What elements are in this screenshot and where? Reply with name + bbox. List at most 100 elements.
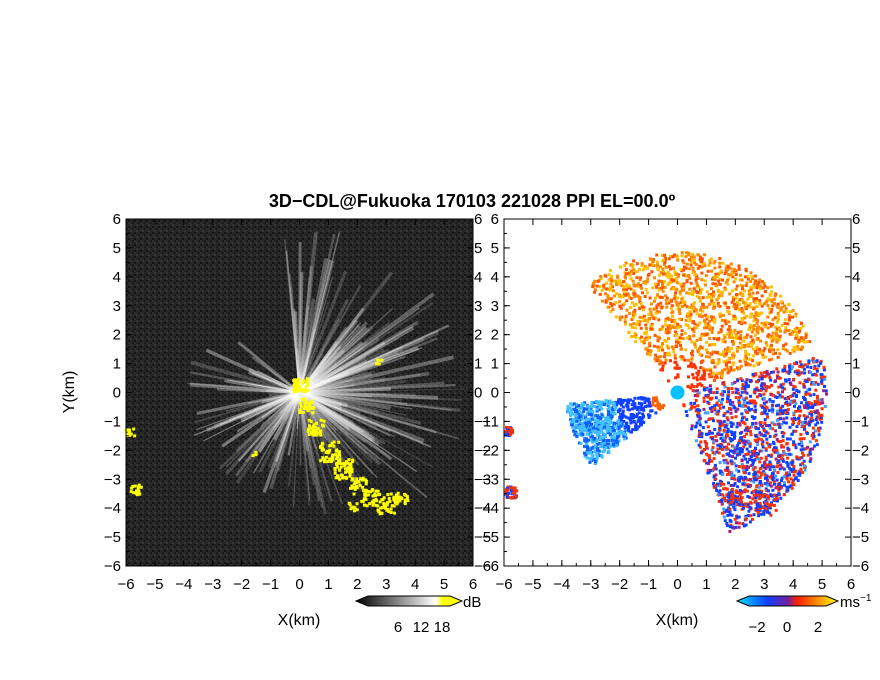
- velocity-cell: [595, 450, 599, 454]
- velocity-cell: [756, 325, 760, 329]
- velocity-cell: [752, 364, 756, 368]
- velocity-cell: [748, 520, 752, 524]
- velocity-cell: [666, 346, 670, 350]
- velocity-cell: [747, 450, 751, 454]
- velocity-cell: [809, 410, 813, 414]
- velocity-cell: [710, 330, 714, 334]
- velocity-cell: [754, 499, 758, 503]
- velocity-cell: [746, 385, 750, 389]
- velocity-cell: [746, 485, 750, 488]
- velocity-cell: [758, 375, 762, 379]
- velocity-cell: [661, 406, 665, 410]
- velocity-cell: [730, 433, 734, 437]
- velocity-cell: [710, 302, 714, 306]
- velocity-cell: [807, 360, 811, 364]
- velocity-cell: [627, 330, 631, 334]
- echo-ray: [299, 391, 390, 437]
- strong-echo-cell: [296, 379, 300, 383]
- velocity-cell: [658, 295, 662, 299]
- velocity-cell: [769, 494, 773, 498]
- y-tick-label: 3: [113, 298, 121, 315]
- velocity-cell: [730, 271, 734, 275]
- velocity-cell: [623, 426, 627, 430]
- velocity-cell: [611, 426, 615, 430]
- velocity-cell: [818, 398, 822, 402]
- velocity-cell: [675, 281, 679, 285]
- velocity-cell: [760, 304, 764, 308]
- velocity-cell: [776, 391, 780, 395]
- velocity-cell: [747, 426, 751, 430]
- velocity-cell: [706, 322, 710, 326]
- velocity-cell: [596, 446, 600, 450]
- echo-ray: [299, 355, 455, 395]
- velocity-cell: [791, 387, 795, 391]
- velocity-cell: [676, 341, 680, 345]
- velocity-cell: [648, 263, 652, 267]
- velocity-cell: [763, 421, 767, 425]
- velocity-cell: [634, 284, 638, 287]
- velocity-cell: [600, 400, 604, 404]
- x-tick-label: 3: [382, 576, 390, 593]
- velocity-cell: [741, 464, 745, 468]
- strong-echo-cell: [368, 502, 372, 506]
- velocity-cell: [746, 483, 750, 487]
- velocity-cell: [739, 364, 743, 368]
- velocity-cell: [744, 314, 748, 318]
- velocity-cell: [622, 424, 626, 428]
- velocity-cell: [752, 399, 756, 403]
- velocity-cell: [800, 456, 804, 460]
- velocity-cell: [621, 405, 625, 409]
- strong-echo-cell: [358, 483, 362, 487]
- velocity-cell: [634, 405, 638, 409]
- velocity-cell: [669, 359, 672, 363]
- velocity-cell: [780, 466, 784, 470]
- velocity-cell: [661, 367, 664, 371]
- velocity-cell: [702, 396, 706, 400]
- velocity-cell: [756, 395, 759, 399]
- velocity-cell: [647, 397, 651, 401]
- velocity-cell: [725, 365, 729, 369]
- strong-echo-cell: [332, 440, 336, 444]
- velocity-cell: [607, 402, 611, 406]
- velocity-cell: [617, 295, 621, 298]
- echo-ray: [299, 371, 430, 395]
- velocity-cell: [725, 400, 729, 404]
- velocity-cell: [614, 442, 617, 446]
- velocity-cell: [573, 433, 577, 437]
- velocity-cell: [622, 285, 626, 289]
- velocity-cell: [596, 279, 600, 283]
- velocity-cell: [752, 374, 756, 378]
- velocity-cell: [728, 507, 732, 511]
- velocity-cell: [683, 265, 686, 269]
- velocity-cell: [631, 325, 635, 329]
- strong-echo-cell: [351, 460, 355, 464]
- velocity-cell: [784, 348, 788, 352]
- velocity-cell: [760, 311, 764, 315]
- velocity-cell: [638, 268, 641, 272]
- velocity-cell: [596, 416, 600, 419]
- velocity-cell: [718, 469, 722, 473]
- velocity-cell: [782, 493, 786, 497]
- velocity-cell: [726, 461, 730, 465]
- velocity-cell: [797, 420, 801, 423]
- velocity-cell: [734, 410, 738, 413]
- velocity-cell: [743, 275, 747, 279]
- velocity-cell: [794, 312, 798, 316]
- velocity-cell: [613, 408, 617, 412]
- velocity-cell: [770, 406, 774, 410]
- velocity-cell: [585, 456, 589, 460]
- velocity-cell: [783, 364, 787, 368]
- echo-ray: [287, 392, 301, 456]
- velocity-cell: [614, 301, 618, 304]
- velocity-cell: [638, 307, 642, 310]
- strong-echo-cell: [371, 503, 375, 507]
- velocity-cell: [811, 357, 815, 360]
- velocity-cell: [777, 459, 781, 463]
- velocity-cell: [667, 301, 671, 305]
- velocity-cell: [718, 315, 722, 319]
- velocity-cell: [770, 501, 773, 505]
- velocity-cell: [746, 495, 750, 498]
- velocity-cell: [639, 326, 643, 330]
- velocity-cell: [767, 333, 771, 337]
- y-tick-label-right: −2: [852, 442, 869, 459]
